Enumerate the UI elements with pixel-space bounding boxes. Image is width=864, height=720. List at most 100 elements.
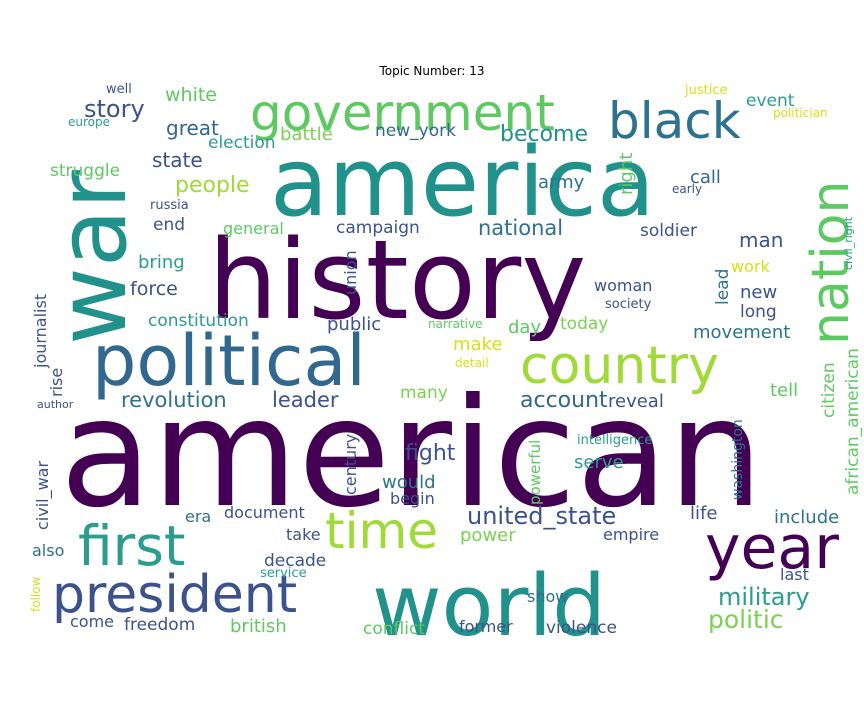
word-reveal: reveal (608, 391, 664, 412)
word-right: right (616, 153, 637, 195)
word-century: century (341, 434, 360, 495)
word-force: force (130, 278, 178, 300)
word-election: election (208, 133, 276, 153)
word-society: society (605, 297, 652, 312)
word-power: power (460, 525, 516, 546)
word-state: state (152, 148, 203, 172)
word-soldier: soldier (640, 221, 697, 241)
word-detail: detail (455, 356, 489, 370)
word-movement: movement (693, 322, 790, 343)
word-follow: follow (29, 576, 43, 612)
word-make: make (453, 334, 502, 355)
word-british: british (230, 616, 287, 637)
word-account: account (520, 388, 608, 413)
word-people: people (175, 173, 250, 198)
word-begin: begin (390, 489, 435, 508)
word-also: also (32, 541, 64, 560)
word-today: today (560, 314, 608, 334)
word-constitution: constitution (148, 311, 249, 331)
word-public: public (327, 314, 381, 335)
word-struggle: struggle (50, 161, 120, 181)
word-first: first (78, 514, 185, 578)
word-intelligence: intelligence (577, 433, 652, 448)
word-tell: tell (770, 380, 798, 401)
word-history: history (208, 216, 586, 344)
word-america: america (270, 128, 655, 238)
word-would: would (382, 472, 436, 493)
word-well: well (106, 82, 132, 97)
word-show: show (527, 587, 568, 606)
word-army: army (538, 172, 585, 193)
word-conflict: conflict (363, 619, 425, 639)
word-document: document (224, 503, 305, 522)
word-author: author (37, 398, 74, 411)
word-service: service (260, 566, 307, 581)
word-great: great (166, 116, 219, 140)
word-united-state: united_state (467, 502, 616, 530)
word-become: become (500, 122, 588, 147)
word-time: time (325, 502, 438, 560)
word-year: year (705, 513, 839, 583)
word-country: country (520, 336, 719, 396)
word-day: day (508, 317, 541, 338)
word-white: white (165, 84, 217, 106)
word-many: many (400, 383, 448, 403)
word-call: call (690, 167, 721, 188)
word-fight: fight (405, 441, 456, 466)
word-world: world (372, 557, 606, 656)
word-narrative: narrative (428, 317, 483, 331)
chart-title: Topic Number: 13 (379, 64, 485, 78)
word-work: work (731, 257, 770, 276)
word-long: long (740, 302, 777, 322)
word-politician: politician (773, 106, 828, 120)
word-washington: washington (730, 419, 746, 500)
word-man: man (739, 228, 783, 252)
word-end: end (153, 215, 185, 235)
word-come: come (70, 612, 114, 631)
word-politic: politic (708, 605, 784, 634)
word-military: military (718, 583, 810, 611)
word-union: union (341, 250, 360, 295)
word-civil-right: civil_right (842, 216, 855, 270)
word-former: former (459, 617, 513, 636)
word-national: national (478, 216, 563, 240)
word-serve: serve (574, 452, 624, 473)
word-life: life (690, 503, 717, 524)
word-new-york: new_york (375, 121, 456, 141)
word-include: include (774, 507, 839, 528)
word-justice: justice (684, 83, 727, 98)
word-president: president (52, 565, 297, 625)
word-violence: violence (546, 618, 617, 638)
word-government: government (250, 84, 555, 142)
word-empire: empire (603, 525, 659, 544)
word-citizen: citizen (819, 362, 839, 418)
word-african-american: african_american (843, 348, 863, 495)
word-powerful: powerful (526, 440, 544, 505)
word-woman: woman (594, 276, 652, 295)
word-bring: bring (138, 252, 185, 273)
word-black: black (608, 92, 741, 150)
word-europe: europe (68, 115, 110, 129)
word-event: event (746, 91, 795, 111)
word-russia: russia (150, 198, 189, 213)
word-new: new (740, 282, 777, 303)
word-era: era (185, 507, 211, 526)
word-story: story (84, 95, 145, 123)
word-general: general (223, 219, 284, 238)
word-journalist: journalist (31, 294, 50, 369)
word-battle: battle (280, 124, 333, 145)
word-rise: rise (47, 368, 66, 397)
word-leader: leader (272, 388, 339, 412)
word-war: war (38, 169, 148, 345)
word-lead: lead (713, 269, 733, 305)
word-political: political (92, 320, 366, 402)
word-civil-war: civil_war (33, 461, 53, 530)
word-decade: decade (264, 551, 326, 571)
word-freedom: freedom (124, 615, 195, 635)
word-revolution: revolution (121, 388, 227, 412)
word-take: take (286, 525, 321, 544)
word-last: last (780, 565, 809, 584)
word-campaign: campaign (336, 218, 420, 238)
word-american: american (60, 367, 763, 541)
